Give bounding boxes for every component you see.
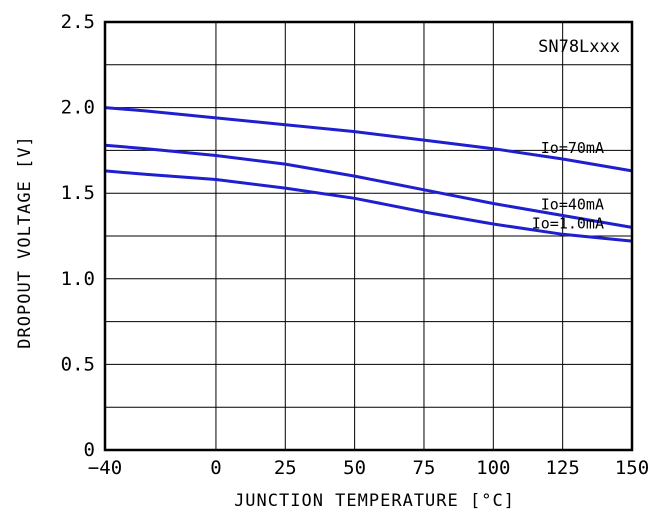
x-tick-label: 25 <box>274 457 297 479</box>
x-axis-label: JUNCTION TEMPERATURE [°C] <box>234 491 515 511</box>
y-tick-label: 2.0 <box>61 97 95 119</box>
y-tick-label: 2.5 <box>61 11 95 33</box>
y-tick-label: 0 <box>84 439 95 461</box>
x-tick-label: 50 <box>343 457 366 479</box>
x-tick-label: 75 <box>413 457 436 479</box>
series-line <box>104 143 633 229</box>
series-annotation: Io=70mA <box>541 139 604 157</box>
grid-lines <box>105 22 632 450</box>
y-tick-label: 1.5 <box>61 182 95 204</box>
series-lines <box>104 106 633 243</box>
y-axis-ticks: 0 0.5 1.0 1.5 2.0 2.5 <box>61 11 95 461</box>
x-tick-label: 100 <box>476 457 510 479</box>
model-label: SN78Lxxx <box>538 37 620 57</box>
x-tick-label: −40 <box>88 457 122 479</box>
series-annotation: Io=1.0mA <box>532 214 604 232</box>
x-axis-ticks: −40 0 25 50 75 100 125 150 <box>88 457 649 479</box>
y-axis-label: DROPOUT VOLTAGE [V] <box>15 135 35 348</box>
x-tick-label: 150 <box>615 457 649 479</box>
series-line <box>104 169 633 243</box>
x-tick-label: 0 <box>210 457 221 479</box>
x-tick-label: 125 <box>545 457 579 479</box>
series-annotation: Io=40mA <box>541 195 604 213</box>
y-tick-label: 1.0 <box>61 268 95 290</box>
plot-frame <box>103 20 634 452</box>
y-tick-label: 0.5 <box>61 353 95 375</box>
series-line <box>104 106 633 173</box>
